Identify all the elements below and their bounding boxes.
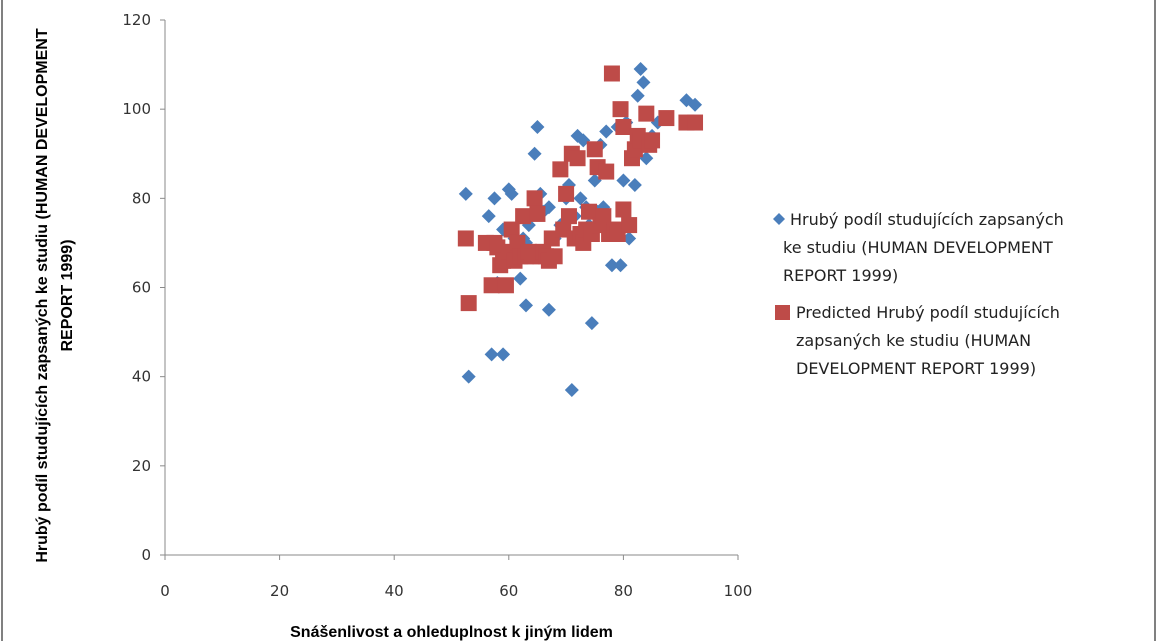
legend-diamond-marker — [773, 213, 785, 225]
square-marker — [558, 185, 575, 202]
square-marker — [612, 101, 629, 118]
diamond-marker — [461, 369, 476, 384]
square-marker — [497, 277, 514, 294]
legend-label-series-2-line-2: zapsaných ke studiu (HUMAN — [796, 331, 1031, 350]
square-marker — [658, 110, 675, 127]
y-tick-label: 40 — [132, 368, 151, 386]
legend-label-series-2-line-1: Predicted Hrubý podíl studujících — [796, 303, 1060, 322]
y-tick-label: 80 — [132, 189, 151, 207]
legend-label-series-1-line-1: Hrubý podíl studujících zapsaných — [790, 210, 1064, 229]
square-marker — [560, 208, 577, 225]
diamond-marker — [564, 383, 579, 398]
square-marker — [598, 163, 615, 180]
x-tick-label: 80 — [614, 582, 633, 600]
legend-label-series-2-line-3: DEVELOPMENT REPORT 1999) — [796, 359, 1036, 378]
y-tick-label: 60 — [132, 279, 151, 297]
square-marker — [546, 248, 563, 265]
x-tick-label: 100 — [724, 582, 753, 600]
square-marker — [526, 190, 543, 207]
y-axis-title-line-2: REPORT 1999) — [59, 239, 76, 351]
x-tick-label: 20 — [270, 582, 289, 600]
diamond-marker — [458, 186, 473, 201]
legend-entry-series-2: Predicted Hrubý podíl studujících zapsan… — [775, 303, 1060, 378]
square-marker — [615, 119, 632, 135]
y-tick-label: 20 — [132, 457, 151, 475]
square-marker — [503, 221, 520, 238]
square-marker — [595, 208, 612, 225]
data-markers — [457, 62, 704, 398]
diamond-marker — [604, 258, 619, 273]
legend-label-series-1-line-3: REPORT 1999) — [783, 266, 898, 285]
square-marker — [586, 141, 603, 158]
x-axis-title: Snášenlivost a ohleduplnost k jiným lide… — [290, 624, 613, 641]
y-axis-title: Hrubý podíl studujících zapsaných ke stu… — [34, 28, 76, 563]
diamond-marker — [484, 347, 499, 362]
square-marker — [552, 161, 569, 178]
diamond-marker — [599, 124, 614, 139]
diamond-marker — [636, 75, 651, 90]
diamond-marker — [504, 186, 519, 201]
square-marker — [603, 65, 620, 82]
x-tick-label: 40 — [385, 582, 404, 600]
square-marker — [483, 277, 500, 294]
diamond-marker — [496, 347, 511, 362]
diamond-marker — [688, 97, 703, 112]
y-axis-ticks: 0 20 40 60 80 100 120 — [122, 11, 165, 564]
diamond-marker — [584, 316, 599, 331]
y-tick-label: 0 — [141, 546, 151, 564]
diamond-marker — [530, 120, 545, 134]
square-marker — [529, 205, 546, 222]
square-marker — [460, 295, 477, 312]
diamond-marker — [518, 298, 533, 313]
diamond-marker — [627, 177, 642, 192]
square-marker — [457, 230, 474, 247]
diamond-marker — [487, 191, 502, 206]
diamond-marker — [513, 271, 528, 286]
legend-label-series-1-line-2: ke studiu (HUMAN DEVELOPMENT — [783, 238, 1053, 257]
x-tick-label: 60 — [499, 582, 518, 600]
y-tick-label: 120 — [122, 11, 151, 29]
y-axis-title-line-1: Hrubý podíl studujících zapsaných ke stu… — [34, 28, 51, 563]
square-marker — [644, 132, 661, 149]
x-axis-ticks: 0 20 40 60 80 100 — [160, 555, 752, 600]
diamond-marker — [616, 173, 631, 188]
square-marker — [638, 105, 655, 122]
diamond-marker — [613, 258, 628, 273]
x-tick-label: 0 — [160, 582, 170, 600]
square-marker — [569, 150, 586, 167]
legend-square-marker — [775, 305, 790, 320]
square-marker — [621, 217, 638, 234]
legend: Hrubý podíl studujících zapsaných ke stu… — [773, 210, 1064, 378]
diamond-marker — [633, 62, 648, 77]
square-marker — [615, 201, 632, 218]
y-tick-label: 100 — [122, 100, 151, 118]
diamond-marker — [573, 191, 588, 206]
diamond-marker — [481, 209, 496, 224]
square-marker — [687, 114, 704, 131]
square-marker — [581, 203, 598, 220]
diamond-marker — [527, 146, 542, 161]
diamond-marker — [630, 88, 645, 103]
square-marker — [515, 208, 532, 225]
diamond-marker — [541, 302, 556, 317]
legend-entry-series-1: Hrubý podíl studujících zapsaných ke stu… — [773, 210, 1064, 285]
